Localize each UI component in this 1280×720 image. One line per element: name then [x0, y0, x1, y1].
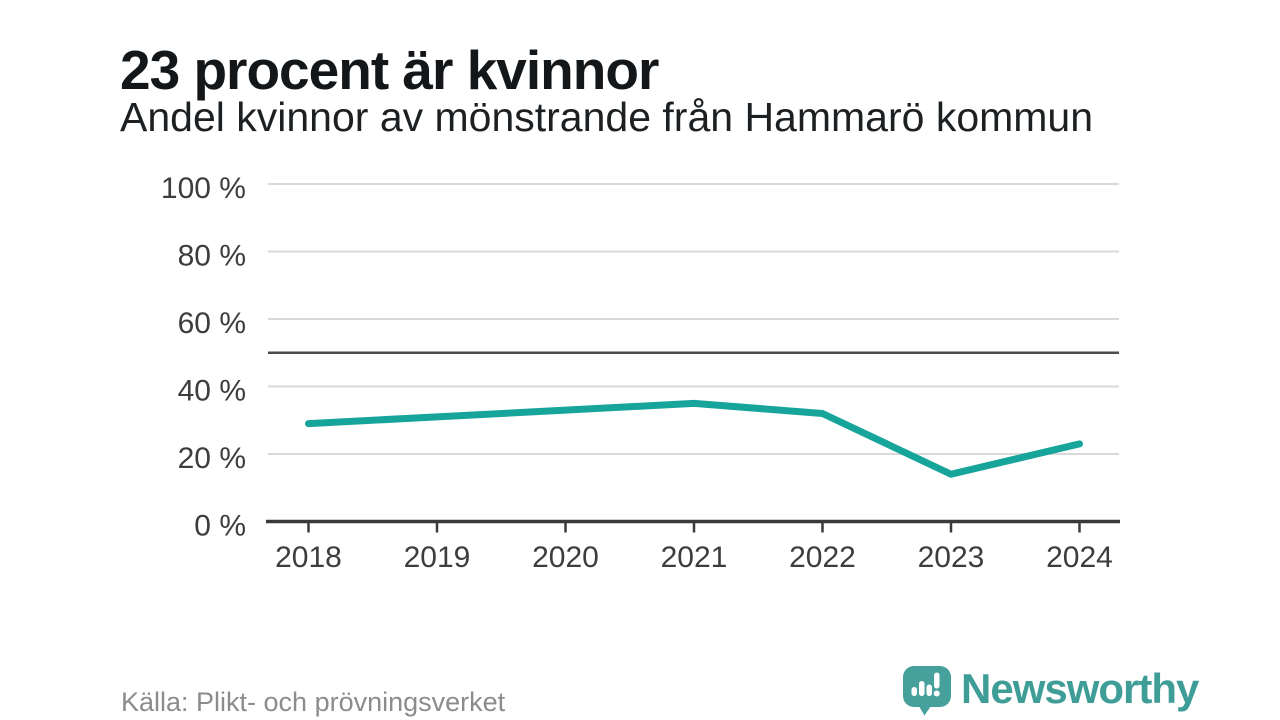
- y-axis-label: 20 %: [178, 442, 246, 475]
- y-axis-label: 60 %: [178, 307, 246, 340]
- y-axis-label: 80 %: [178, 240, 246, 273]
- x-axis-label: 2021: [661, 541, 728, 574]
- y-axis-label: 100 %: [161, 172, 246, 205]
- x-axis-label: 2019: [404, 541, 471, 574]
- x-axis-label: 2023: [918, 541, 985, 574]
- bar-chart-speech-bubble-icon: [903, 666, 951, 716]
- x-axis-label: 2024: [1046, 541, 1113, 574]
- newsworthy-logo: Newsworthy: [902, 664, 1199, 716]
- x-axis-label: 2022: [789, 541, 856, 574]
- x-axis-label: 2018: [275, 541, 342, 574]
- chart-subtitle: Andel kvinnor av mönstrande från Hammarö…: [120, 94, 1094, 140]
- newsworthy-logo-text: Newsworthy: [961, 664, 1199, 712]
- y-axis-label: 0 %: [194, 510, 246, 543]
- source-note: Källa: Plikt- och prövningsverket: [121, 687, 506, 717]
- y-axis-label: 40 %: [178, 375, 246, 408]
- x-axis-label: 2020: [532, 541, 599, 574]
- page-title: 23 procent är kvinnor: [120, 38, 659, 101]
- data-line-share-of-women: [305, 399, 1083, 478]
